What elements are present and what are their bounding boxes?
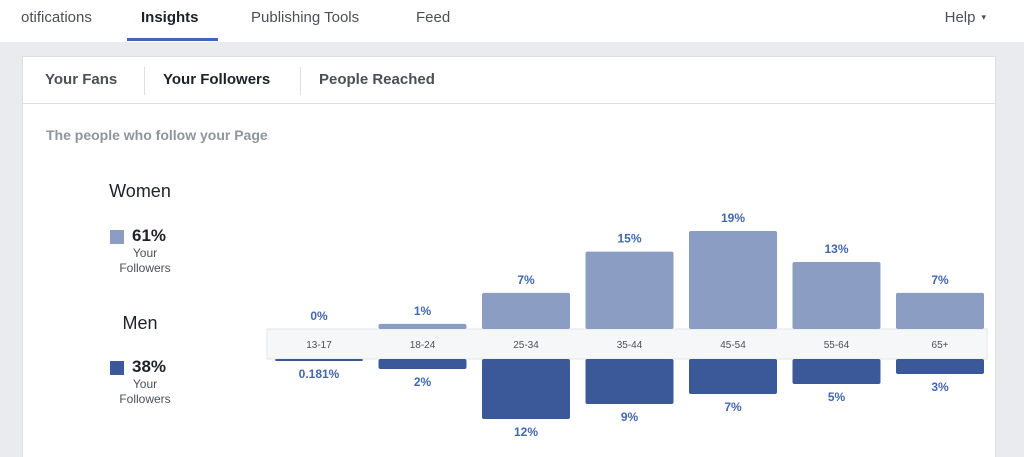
top-navigation: otifications Insights Publishing Tools F…	[0, 0, 1024, 42]
legend-women-swatch	[110, 230, 124, 244]
age-tick-label: 18-24	[410, 340, 436, 351]
tab-feed[interactable]: Feed	[416, 9, 451, 26]
legend-women-title: Women	[109, 181, 171, 201]
legend-women-caption: Your Followers	[110, 246, 180, 276]
legend-men-caption-line2: Followers	[119, 392, 171, 406]
men-value-label: 7%	[724, 400, 742, 414]
men-bar	[896, 359, 984, 374]
legend-men-caption-line1: Your	[132, 377, 158, 391]
age-tick-label: 65+	[932, 340, 949, 351]
men-value-label: 0.181%	[299, 367, 340, 381]
men-bar	[275, 359, 363, 361]
insights-panel: Your Fans Your Followers People Reached …	[22, 56, 996, 457]
men-value-label: 2%	[414, 375, 432, 389]
active-tab-indicator	[127, 38, 218, 41]
age-gender-chart: 0% 0.181% 13-17 1% 2% 18-24 7% 12% 25-34 15% 9% 35-…	[266, 211, 988, 439]
followers-subtabs: Your Fans Your Followers People Reached	[23, 57, 995, 104]
men-bar	[689, 359, 777, 394]
help-label: Help	[944, 9, 976, 26]
subtab-your-followers[interactable]: Your Followers	[163, 71, 271, 88]
caret-down-icon: ▾	[981, 12, 986, 22]
men-bar	[378, 359, 467, 369]
men-value-label: 9%	[621, 410, 639, 424]
women-bar	[689, 231, 777, 329]
subtab-divider	[144, 67, 145, 95]
age-tick-label: 35-44	[617, 340, 643, 351]
men-bar	[792, 359, 881, 384]
legend-women-caption-line1: Your	[132, 246, 158, 260]
age-tick-label: 13-17	[306, 340, 332, 351]
section-subtitle: The people who follow your Page	[46, 127, 268, 143]
women-bar	[482, 292, 570, 329]
women-bar	[378, 323, 467, 329]
age-tick-label: 55-64	[824, 340, 850, 351]
women-bar	[792, 261, 881, 329]
legend-men-title: Men	[122, 313, 158, 333]
subtab-divider	[300, 67, 301, 95]
women-bar	[896, 292, 984, 329]
men-value-label: 12%	[514, 425, 538, 439]
men-bar	[585, 359, 674, 404]
legend-women-percent: 61%	[132, 226, 167, 245]
women-value-label: 19%	[721, 211, 745, 225]
women-value-label: 1%	[414, 304, 432, 318]
subtab-your-fans[interactable]: Your Fans	[45, 71, 118, 88]
women-value-label: 0%	[310, 309, 328, 323]
legend-women-caption-line2: Followers	[119, 261, 171, 275]
women-value-label: 7%	[517, 273, 535, 287]
age-axis-strip	[266, 328, 988, 360]
age-tick-label: 45-54	[720, 340, 746, 351]
help-menu[interactable]: Help ▾	[945, 9, 986, 26]
women-value-label: 13%	[824, 242, 848, 256]
men-value-label: 5%	[828, 390, 846, 404]
tab-insights[interactable]: Insights	[141, 9, 199, 26]
men-value-label: 3%	[931, 380, 949, 394]
legend-men-caption: Your Followers	[110, 377, 180, 407]
women-bar	[585, 251, 674, 329]
tab-notifications[interactable]: otifications	[21, 9, 92, 26]
tab-publishing-tools[interactable]: Publishing Tools	[251, 9, 360, 26]
women-value-label: 7%	[931, 273, 949, 287]
men-bar	[482, 359, 570, 419]
subtab-people-reached[interactable]: People Reached	[319, 71, 435, 88]
legend-men-swatch	[110, 361, 124, 375]
women-value-label: 15%	[617, 232, 641, 246]
age-tick-label: 25-34	[513, 340, 539, 351]
legend-men-percent: 38%	[132, 357, 167, 376]
